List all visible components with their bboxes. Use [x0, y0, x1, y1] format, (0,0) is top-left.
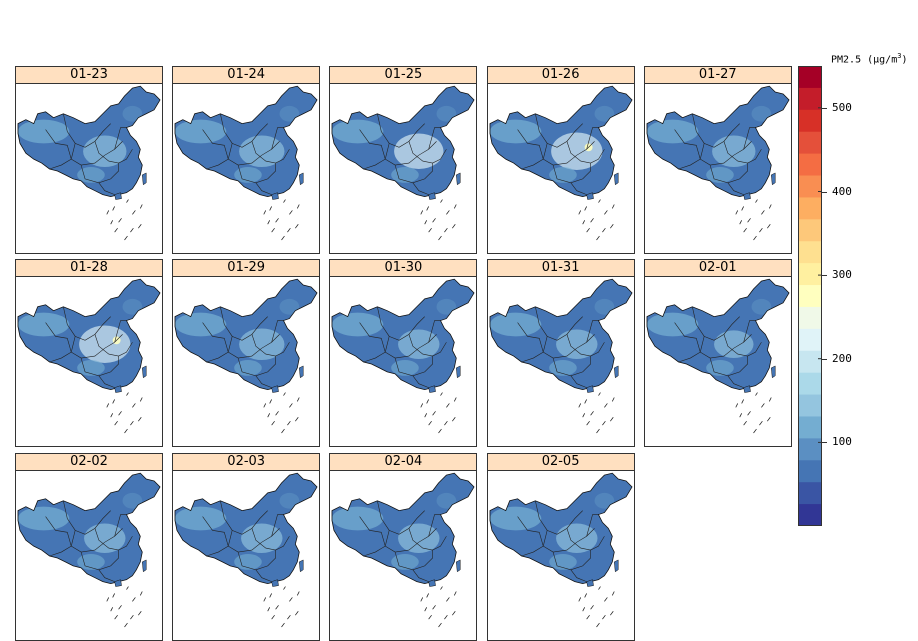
colorkey-tick-mark	[822, 107, 827, 109]
colorkey-segment	[798, 438, 822, 461]
map-panel: 01-24	[172, 66, 321, 254]
panel-date-label: 01-29	[172, 259, 321, 278]
colorkey-segment	[798, 263, 822, 286]
panel-date-label: 01-23	[15, 66, 163, 84]
colorkey-segment	[798, 87, 822, 111]
map-panel: 01-29	[172, 259, 321, 448]
china-map	[172, 276, 321, 448]
china-map	[486, 469, 635, 641]
colorkey-segment	[798, 153, 822, 177]
colorkey-segment	[798, 241, 822, 264]
china-map	[15, 83, 163, 254]
colorkey-segment	[798, 109, 822, 133]
panel-date-label: 01-27	[643, 66, 792, 84]
panel-date-label: 01-25	[329, 66, 478, 84]
panel-date-label: 01-24	[172, 66, 321, 84]
map-panel: 02-05	[486, 452, 635, 641]
colorkey-tick-label: 300	[832, 268, 852, 282]
map-panel: 01-30	[329, 259, 478, 448]
colorkey-tick-mark	[822, 191, 827, 193]
panel-date-label: 02-03	[172, 452, 321, 471]
colorkey-segment	[798, 504, 822, 527]
china-map	[329, 469, 478, 641]
panel-date-label: 02-05	[486, 452, 635, 471]
pm25-colorkey	[798, 66, 822, 527]
china-map	[329, 83, 478, 254]
colorkey-segment	[798, 350, 822, 374]
colorkey-segment	[798, 219, 822, 242]
map-panel: 01-25	[329, 66, 478, 254]
china-map	[486, 83, 635, 254]
panel-date-label: 01-30	[329, 259, 478, 278]
colorkey-tick-label: 200	[832, 351, 852, 365]
colorkey-segment	[798, 131, 822, 155]
colorkey-tick-label: 100	[832, 435, 852, 449]
china-map	[486, 276, 635, 448]
map-panel: 01-28	[15, 259, 163, 448]
panel-date-label: 02-04	[329, 452, 478, 471]
colorkey-segment	[798, 460, 822, 483]
colorkey-segment	[798, 328, 822, 352]
china-map	[172, 469, 321, 641]
colorkey-segment	[798, 416, 822, 439]
panel-date-label: 01-31	[486, 259, 635, 278]
china-map	[643, 276, 792, 448]
panel-date-label: 01-28	[15, 259, 163, 278]
map-panel: 01-31	[486, 259, 635, 448]
panel-date-label: 02-02	[15, 452, 163, 471]
colorkey-tick-label: 400	[832, 184, 852, 198]
colorkey-segment	[798, 285, 822, 308]
map-panel: 02-02	[15, 452, 163, 641]
colorkey-tick-label: 500	[832, 100, 852, 114]
panel-date-label: 02-01	[643, 259, 792, 278]
colorkey-tick-mark	[822, 275, 827, 277]
colorkey-segment	[798, 394, 822, 417]
colorkey-segment	[798, 306, 822, 330]
china-map	[172, 83, 321, 254]
china-map	[643, 83, 792, 254]
colorkey-tick-mark	[822, 358, 827, 360]
colorkey-tick-mark	[822, 442, 827, 444]
map-panel: 01-23	[15, 66, 163, 254]
map-panel: 02-04	[329, 452, 478, 641]
map-panel: 01-26	[486, 66, 635, 254]
map-panel: 02-03	[172, 452, 321, 641]
colorkey-segment	[798, 372, 822, 396]
china-map	[329, 276, 478, 448]
map-panel: 02-01	[643, 259, 792, 448]
colorkey-segment	[798, 197, 822, 220]
china-map	[15, 469, 163, 641]
colorkey-segment	[798, 175, 822, 198]
map-panel: 01-27	[643, 66, 792, 254]
panel-date-label: 01-26	[486, 66, 635, 84]
colorkey-segment	[798, 482, 822, 505]
colorkey-segment	[798, 66, 822, 89]
china-map	[15, 276, 163, 448]
colorkey-title: PM2.5 (μg/m3)	[831, 52, 908, 66]
